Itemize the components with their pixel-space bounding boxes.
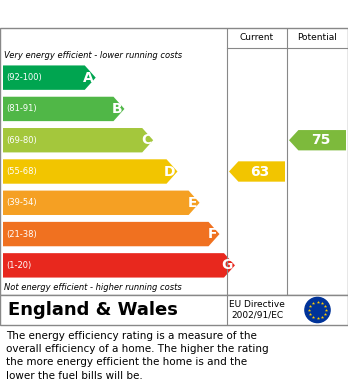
Polygon shape <box>3 128 153 152</box>
Text: G: G <box>222 258 233 273</box>
Text: (81-91): (81-91) <box>6 104 37 113</box>
Polygon shape <box>229 161 285 182</box>
Text: 75: 75 <box>311 133 330 147</box>
Polygon shape <box>289 130 346 151</box>
Polygon shape <box>3 159 177 184</box>
Text: (1-20): (1-20) <box>6 261 31 270</box>
Polygon shape <box>3 190 200 215</box>
Text: B: B <box>112 102 122 116</box>
Polygon shape <box>3 253 235 278</box>
Text: Potential: Potential <box>298 34 338 43</box>
Text: (69-80): (69-80) <box>6 136 37 145</box>
Text: E: E <box>188 196 198 210</box>
Text: The energy efficiency rating is a measure of the
overall efficiency of a home. T: The energy efficiency rating is a measur… <box>6 331 269 380</box>
Text: Energy Efficiency Rating: Energy Efficiency Rating <box>8 7 218 22</box>
Text: England & Wales: England & Wales <box>8 301 178 319</box>
Polygon shape <box>3 65 96 90</box>
Text: Very energy efficient - lower running costs: Very energy efficient - lower running co… <box>4 50 182 59</box>
Polygon shape <box>3 222 220 246</box>
Text: A: A <box>83 71 94 84</box>
Text: Current: Current <box>240 34 274 43</box>
Text: (55-68): (55-68) <box>6 167 37 176</box>
Text: C: C <box>141 133 151 147</box>
Text: Not energy efficient - higher running costs: Not energy efficient - higher running co… <box>4 283 182 292</box>
Text: D: D <box>164 165 175 179</box>
Text: (21-38): (21-38) <box>6 230 37 239</box>
Circle shape <box>305 298 330 323</box>
Text: (92-100): (92-100) <box>6 73 42 82</box>
Polygon shape <box>3 97 125 121</box>
Text: 63: 63 <box>250 165 270 179</box>
Text: (39-54): (39-54) <box>6 198 37 207</box>
Text: EU Directive
2002/91/EC: EU Directive 2002/91/EC <box>229 300 285 320</box>
Text: F: F <box>208 227 218 241</box>
